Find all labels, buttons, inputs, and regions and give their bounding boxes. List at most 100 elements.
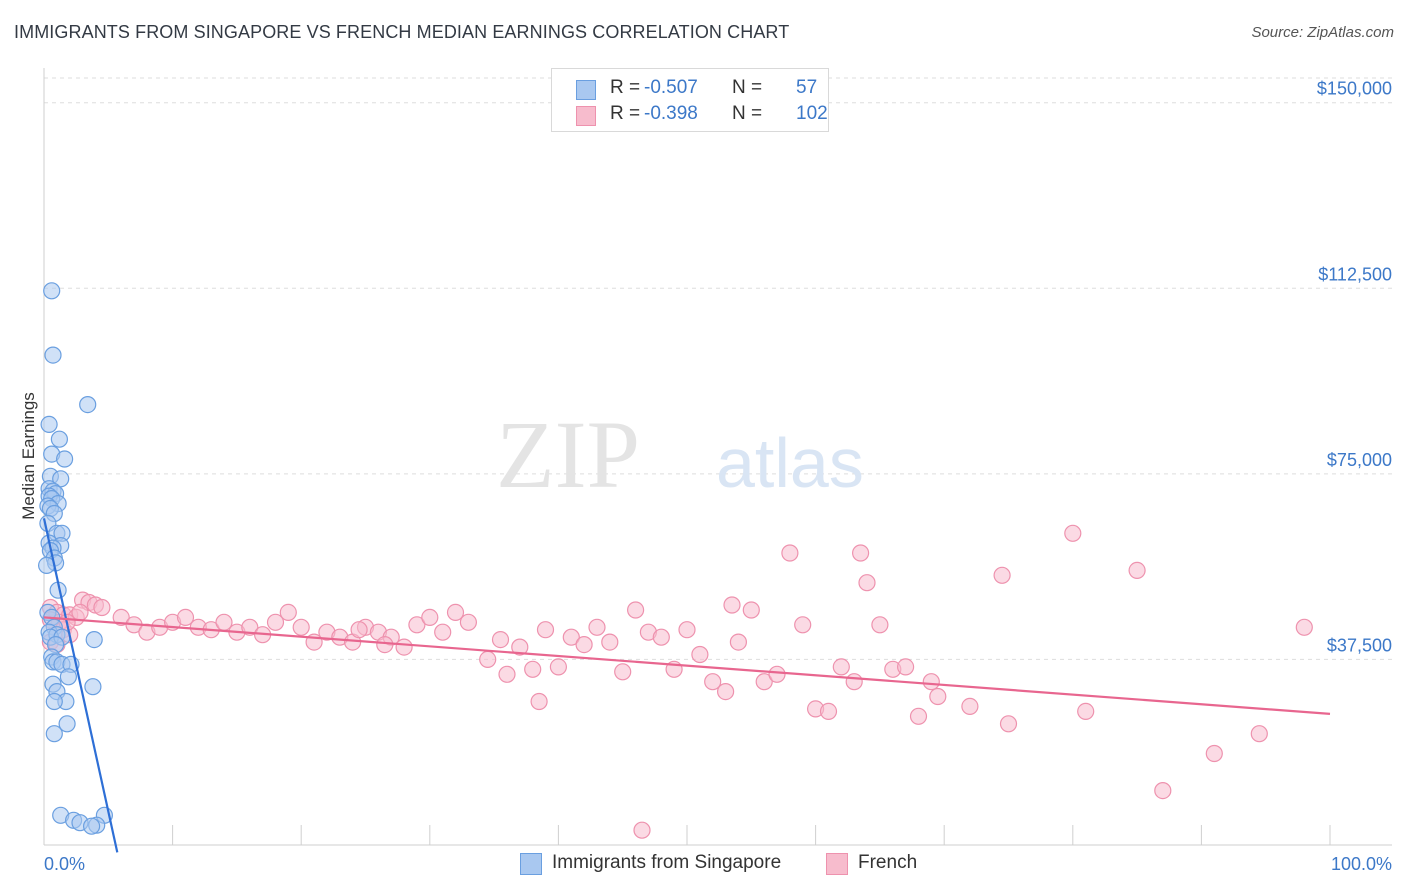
- watermark: ZIP atlas: [496, 401, 864, 508]
- french-point: [729, 633, 748, 651]
- y-tick-label: $37,500: [1327, 635, 1392, 655]
- french-point: [446, 603, 465, 622]
- french-point: [292, 618, 310, 636]
- french-point: [691, 645, 709, 664]
- singapore-point: [79, 396, 97, 414]
- french-point: [851, 544, 870, 562]
- french-point: [1250, 725, 1268, 743]
- singapore-point: [84, 678, 102, 696]
- french-point: [961, 697, 979, 716]
- french-point: [459, 613, 477, 631]
- french-point: [1154, 781, 1172, 800]
- french-point: [858, 574, 876, 592]
- french-point: [768, 665, 786, 683]
- french-point: [498, 665, 516, 683]
- french-point: [511, 638, 529, 656]
- grid-lines: [44, 77, 1392, 660]
- pink-swatch: [826, 853, 848, 875]
- french-point: [421, 608, 439, 627]
- french-point: [845, 673, 863, 691]
- french-point: [723, 596, 741, 614]
- french-point: [395, 638, 413, 656]
- french-point: [376, 635, 394, 654]
- french-point: [755, 673, 773, 691]
- n-value: 102: [796, 103, 828, 124]
- watermark-zip: ZIP: [496, 401, 640, 508]
- singapore-point: [55, 450, 74, 468]
- y-tick-label: $112,500: [1318, 264, 1392, 284]
- x-tick-label-max: 100.0%: [1331, 854, 1392, 874]
- french-point: [794, 616, 812, 634]
- french-point: [652, 628, 670, 646]
- y-tick-label: $75,000: [1327, 450, 1392, 470]
- french-point: [266, 613, 285, 631]
- r-label: R =: [610, 77, 641, 98]
- french-point: [279, 603, 297, 622]
- french-point: [491, 630, 510, 649]
- french-point: [562, 628, 580, 646]
- trend-lines: [42, 518, 1331, 853]
- french-point: [93, 598, 111, 617]
- french-point: [999, 715, 1018, 733]
- french-point: [781, 544, 799, 562]
- french-points: [41, 524, 1313, 839]
- singapore-point: [44, 346, 62, 364]
- french-point: [832, 658, 850, 676]
- french-point: [1205, 744, 1223, 763]
- n-value: 57: [796, 77, 818, 98]
- singapore-point: [40, 415, 58, 433]
- french-point: [716, 682, 735, 701]
- chart-title: IMMIGRANTS FROM SINGAPORE VS FRENCH MEDI…: [14, 22, 790, 42]
- french-point: [742, 601, 760, 619]
- correlation-legend: R = -0.507 N = 57 R = -0.398 N = 102: [551, 68, 829, 132]
- y-tick-label: $150,000: [1317, 79, 1392, 99]
- french-point: [408, 616, 426, 634]
- french-point: [601, 633, 619, 651]
- singapore-points: [37, 282, 114, 835]
- french-point: [176, 608, 195, 627]
- french-point: [1295, 618, 1313, 636]
- source-label: Source: ZipAtlas.com: [1251, 24, 1394, 41]
- legend-label: Immigrants from Singapore: [552, 852, 782, 873]
- french-point: [929, 687, 947, 706]
- r-label: R =: [610, 103, 641, 124]
- french-point: [524, 660, 542, 678]
- french-point: [922, 673, 940, 691]
- x-tick-label-min: 0.0%: [44, 854, 85, 874]
- french-point: [626, 601, 645, 619]
- french-point: [1128, 561, 1146, 580]
- french-point: [241, 618, 259, 636]
- singapore-point: [58, 715, 76, 733]
- french-point: [1077, 702, 1095, 721]
- singapore-trend-line: [42, 518, 119, 853]
- french-point: [909, 707, 928, 725]
- r-value: -0.398: [644, 103, 698, 124]
- french-point: [479, 650, 497, 669]
- french-trend-line: [43, 616, 1331, 715]
- n-label: N =: [732, 77, 763, 98]
- french-point: [704, 673, 722, 691]
- french-point: [71, 603, 89, 622]
- singapore-point: [43, 282, 61, 300]
- french-point: [588, 618, 606, 636]
- french-point: [530, 692, 548, 711]
- r-value: -0.507: [644, 77, 698, 98]
- french-point: [633, 821, 651, 839]
- french-point: [536, 621, 555, 639]
- french-point: [678, 621, 696, 639]
- blue-swatch: [520, 853, 542, 875]
- french-point: [819, 702, 838, 721]
- french-point: [614, 663, 632, 681]
- singapore-point: [59, 668, 78, 686]
- french-point: [993, 566, 1011, 584]
- singapore-point: [45, 725, 63, 743]
- french-point: [350, 621, 368, 639]
- singapore-point: [45, 692, 63, 711]
- pink-swatch: [576, 106, 596, 126]
- french-point: [896, 658, 915, 676]
- french-point: [434, 623, 452, 641]
- tick-labels: $37,500 $75,000 $112,500 $150,000 0.0% 100.0%: [44, 79, 1392, 874]
- french-point: [575, 635, 593, 654]
- singapore-point: [50, 430, 69, 448]
